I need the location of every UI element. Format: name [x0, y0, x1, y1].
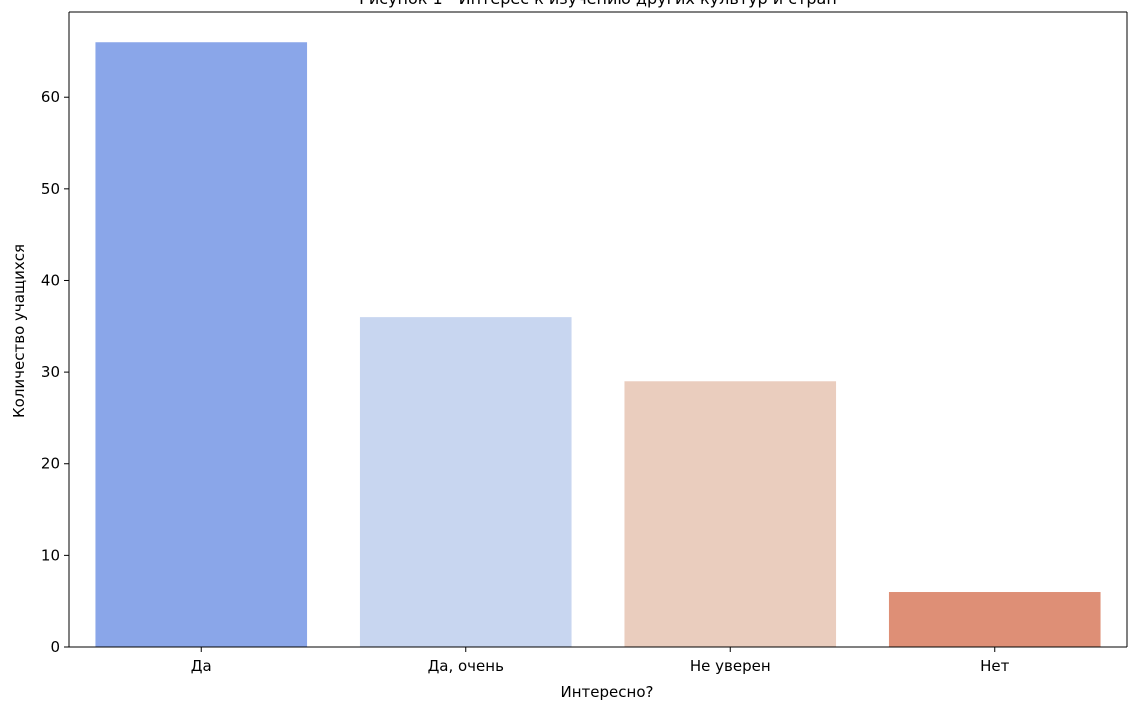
- y-tick-label: 40: [41, 271, 60, 289]
- y-tick-label: 0: [50, 638, 60, 656]
- x-tick-label: Да, очень: [428, 657, 504, 675]
- x-tick-label: Нет: [980, 657, 1010, 675]
- bar-1: [95, 42, 308, 647]
- y-axis-label: Количество учащихся: [10, 244, 28, 418]
- y-tick-label: 20: [41, 455, 60, 473]
- y-tick-label: 50: [41, 180, 60, 198]
- y-tick-label: 10: [41, 546, 60, 564]
- bar-4: [888, 592, 1101, 647]
- bar-2: [359, 317, 572, 647]
- y-tick-label: 30: [41, 363, 60, 381]
- x-tick-label: Не уверен: [690, 657, 771, 675]
- bar-3: [624, 381, 837, 647]
- x-axis-label: Интересно?: [561, 683, 654, 701]
- x-tick-label: Да: [191, 657, 212, 675]
- chart-title: Рисунок 1 - Интерес к изучению других ку…: [359, 0, 837, 8]
- y-tick-label: 60: [41, 88, 60, 106]
